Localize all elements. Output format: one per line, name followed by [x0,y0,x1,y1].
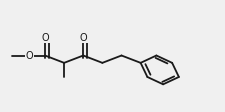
Text: O: O [25,51,33,61]
Text: O: O [41,33,49,43]
Text: O: O [79,33,87,43]
